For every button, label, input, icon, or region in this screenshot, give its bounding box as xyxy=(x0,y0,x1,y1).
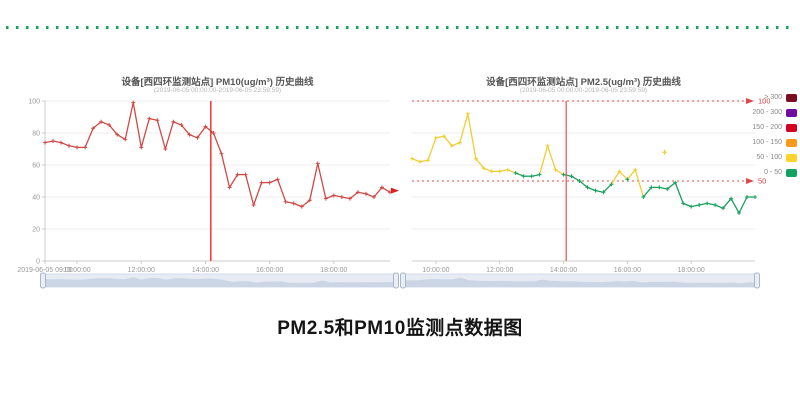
gridlines xyxy=(45,100,390,230)
legend-swatch xyxy=(786,168,797,177)
legend-item: 0 - 50 xyxy=(752,165,797,180)
svg-text:100: 100 xyxy=(758,97,771,106)
svg-text:80: 80 xyxy=(32,131,40,138)
svg-text:2019-06-05 09:00: 2019-06-05 09:00 xyxy=(17,267,72,274)
svg-text:16:00:00: 16:00:00 xyxy=(614,267,641,274)
aqi-level-legend: > 300 200 - 300 150 - 200 100 - 150 50 - 100… xyxy=(752,90,797,180)
legend-label: > 300 xyxy=(764,94,782,101)
page-title: PM2.5和PM10监测点数据图 xyxy=(277,318,523,339)
gridlines xyxy=(412,100,755,230)
legend-swatch xyxy=(786,153,797,162)
line-series xyxy=(410,111,757,215)
svg-text:14:00:00: 14:00:00 xyxy=(550,267,577,274)
slider-handle[interactable] xyxy=(400,272,406,289)
svg-text:50: 50 xyxy=(758,177,766,186)
legend-label: 150 - 200 xyxy=(752,124,782,131)
svg-text:12:00:00: 12:00:00 xyxy=(128,267,155,274)
axes: 10:00:00 12:00:00 14:00:00 16:00:00 18:00:00 xyxy=(412,260,755,274)
legend-item: 150 - 200 xyxy=(752,120,797,135)
legend-label: 50 - 100 xyxy=(756,154,782,161)
legend-swatch xyxy=(786,138,797,147)
svg-text:20: 20 xyxy=(32,227,40,234)
legend-swatch xyxy=(786,123,797,132)
legend-item: > 300 xyxy=(752,90,797,105)
svg-text:18:00:00: 18:00:00 xyxy=(320,267,347,274)
legend-swatch xyxy=(786,93,797,102)
legend-item: 100 - 150 xyxy=(752,135,797,150)
pm25-chart-subtitle: (2019-06-05 00:00:00-2019-06-05 23:59:59… xyxy=(519,87,648,94)
svg-text:16:00:00: 16:00:00 xyxy=(256,267,283,274)
svg-text:0: 0 xyxy=(36,259,40,266)
latest-value-arrow xyxy=(391,187,399,194)
dotted-divider xyxy=(6,26,794,29)
svg-text:100: 100 xyxy=(28,99,40,106)
svg-text:14:00:00: 14:00:00 xyxy=(192,267,219,274)
legend-label: 200 - 300 xyxy=(752,109,782,116)
svg-text:40: 40 xyxy=(32,195,40,202)
svg-text:10:00:00: 10:00:00 xyxy=(422,267,449,274)
legend-label: 0 - 50 xyxy=(764,169,782,176)
legend-item: 200 - 300 xyxy=(752,105,797,120)
threshold-line: 50 xyxy=(412,177,766,186)
pm10-chart-subtitle: (2019-06-05 00:00:00-2019-06-05 23:59:59… xyxy=(153,87,282,94)
svg-text:18:00:00: 18:00:00 xyxy=(678,267,705,274)
legend-label: 100 - 150 xyxy=(752,139,782,146)
svg-text:60: 60 xyxy=(32,163,40,170)
outlier-point xyxy=(662,149,668,155)
slider-handle[interactable] xyxy=(754,272,760,289)
pm25-history-chart: 10:00:00 12:00:00 14:00:00 16:00:00 18:00:00… xyxy=(400,60,800,300)
datazoom-slider[interactable] xyxy=(40,272,399,289)
pm10-history-chart: 0 20 40 60 80 100 2019-06-05 09:00 10:00:00 12:0… xyxy=(0,60,400,300)
line-series xyxy=(43,100,392,209)
legend-swatch xyxy=(786,108,797,117)
svg-text:10:00:00: 10:00:00 xyxy=(63,267,90,274)
pm10-chart-title: 设备[西四环监测站点] PM10(ug/m³) 历史曲线 xyxy=(121,77,314,88)
threshold-line: 100 xyxy=(412,97,771,106)
pm25-plot-area[interactable]: 10:00:00 12:00:00 14:00:00 16:00:00 18:00:00… xyxy=(400,60,800,300)
legend-item: 50 - 100 xyxy=(752,150,797,165)
slider-handle[interactable] xyxy=(393,272,399,289)
datazoom-slider[interactable] xyxy=(400,272,760,289)
svg-text:12:00:00: 12:00:00 xyxy=(486,267,513,274)
slider-handle[interactable] xyxy=(40,272,46,289)
pm25-chart-title: 设备[西四环监测站点] PM2.5(ug/m³) 历史曲线 xyxy=(486,77,681,88)
